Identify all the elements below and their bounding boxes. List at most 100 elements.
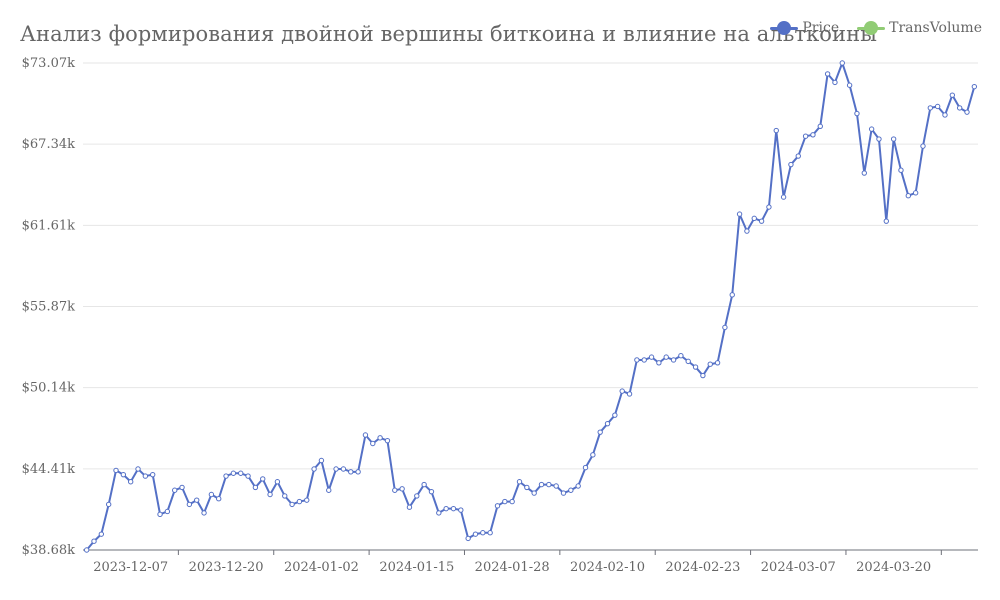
data-point: [942, 112, 948, 118]
data-point: [252, 484, 259, 491]
data-point: [83, 547, 90, 553]
data-point: [971, 83, 978, 90]
data-point: [458, 507, 464, 513]
data-point: [758, 218, 765, 224]
legend: Price TransVolume: [770, 20, 982, 36]
data-point: [751, 215, 757, 222]
data-point: [157, 511, 163, 518]
data-point: [245, 473, 251, 479]
legend-item-price[interactable]: Price: [770, 20, 839, 36]
data-point: [179, 484, 185, 491]
data-point: [289, 501, 295, 508]
data-point: [142, 473, 149, 479]
data-point: [788, 161, 794, 168]
data-point: [670, 357, 677, 363]
data-point: [648, 354, 655, 360]
data-point: [406, 504, 413, 510]
data-point: [773, 127, 779, 134]
y-tick-label: $61.61k: [22, 218, 75, 233]
data-point: [956, 105, 963, 111]
data-point: [370, 440, 376, 447]
data-point: [223, 473, 229, 479]
data-point: [318, 457, 325, 464]
data-point: [546, 481, 552, 488]
data-point: [685, 358, 691, 365]
data-point: [164, 508, 171, 515]
data-point: [634, 357, 640, 363]
data-point: [949, 92, 956, 98]
data-point: [729, 292, 735, 298]
data-point: [216, 496, 222, 502]
data-point: [274, 479, 281, 485]
x-tick-label: 2023-12-07: [93, 560, 168, 575]
data-point: [964, 109, 970, 115]
data-point: [590, 452, 596, 458]
y-tick-label: $55.87k: [22, 300, 75, 315]
data-point: [472, 531, 479, 537]
data-point: [531, 490, 537, 496]
data-point: [113, 467, 119, 474]
data-point: [105, 501, 112, 508]
data-point: [480, 530, 486, 536]
x-tick-label: 2024-03-07: [761, 560, 836, 575]
data-point: [846, 82, 853, 88]
data-point: [238, 470, 244, 476]
data-point: [663, 354, 669, 360]
data-point: [612, 412, 618, 418]
x-tick-label: 2024-02-10: [570, 560, 645, 575]
data-point: [626, 391, 633, 397]
data-point: [802, 133, 809, 139]
x-tick-label: 2024-02-23: [665, 560, 740, 575]
data-point: [861, 170, 867, 176]
data-point: [883, 218, 889, 224]
x-tick-label: 2024-01-02: [284, 560, 359, 575]
data-point: [296, 498, 303, 505]
data-point: [553, 483, 559, 489]
data-point: [326, 487, 332, 493]
data-point: [597, 429, 603, 435]
data-point: [582, 464, 589, 471]
legend-label-price: Price: [802, 20, 840, 36]
data-point: [127, 479, 134, 485]
data-point: [876, 136, 882, 142]
data-point: [817, 123, 823, 130]
data-point: [736, 211, 743, 217]
data-point: [560, 490, 567, 496]
x-tick-label: 2024-01-28: [475, 560, 550, 575]
y-tick-label: $50.14k: [22, 381, 75, 396]
data-point: [267, 491, 273, 498]
data-point: [766, 204, 772, 210]
data-point: [509, 498, 515, 505]
data-point: [656, 360, 662, 366]
x-tick-label: 2023-12-20: [189, 560, 264, 575]
data-point: [348, 469, 354, 475]
data-point: [362, 432, 369, 438]
data-point: [890, 136, 897, 142]
data-point: [934, 103, 941, 110]
data-point: [810, 132, 816, 138]
data-point: [905, 192, 912, 199]
data-point: [692, 364, 699, 370]
data-point: [780, 194, 787, 200]
x-tick-label: 2024-01-15: [379, 560, 454, 575]
y-tick-label: $38.68k: [22, 543, 75, 558]
legend-swatch-transvolume: [857, 21, 886, 35]
data-point: [465, 535, 471, 542]
data-point: [436, 510, 442, 516]
data-point: [399, 486, 405, 492]
data-point: [744, 228, 750, 234]
data-point: [832, 79, 838, 86]
chart-title: Анализ формирования двойной вершины битк…: [20, 22, 878, 46]
y-tick-label: $67.34k: [22, 137, 75, 152]
x-tick-label: 2024-03-20: [856, 560, 931, 575]
data-point: [494, 503, 501, 509]
legend-item-transvolume[interactable]: TransVolume: [857, 20, 982, 36]
data-point: [920, 143, 926, 149]
data-point: [443, 505, 449, 512]
data-point: [260, 476, 266, 482]
data-point: [135, 466, 141, 472]
data-point: [421, 481, 427, 488]
data-point: [282, 493, 288, 499]
data-point: [414, 493, 420, 499]
